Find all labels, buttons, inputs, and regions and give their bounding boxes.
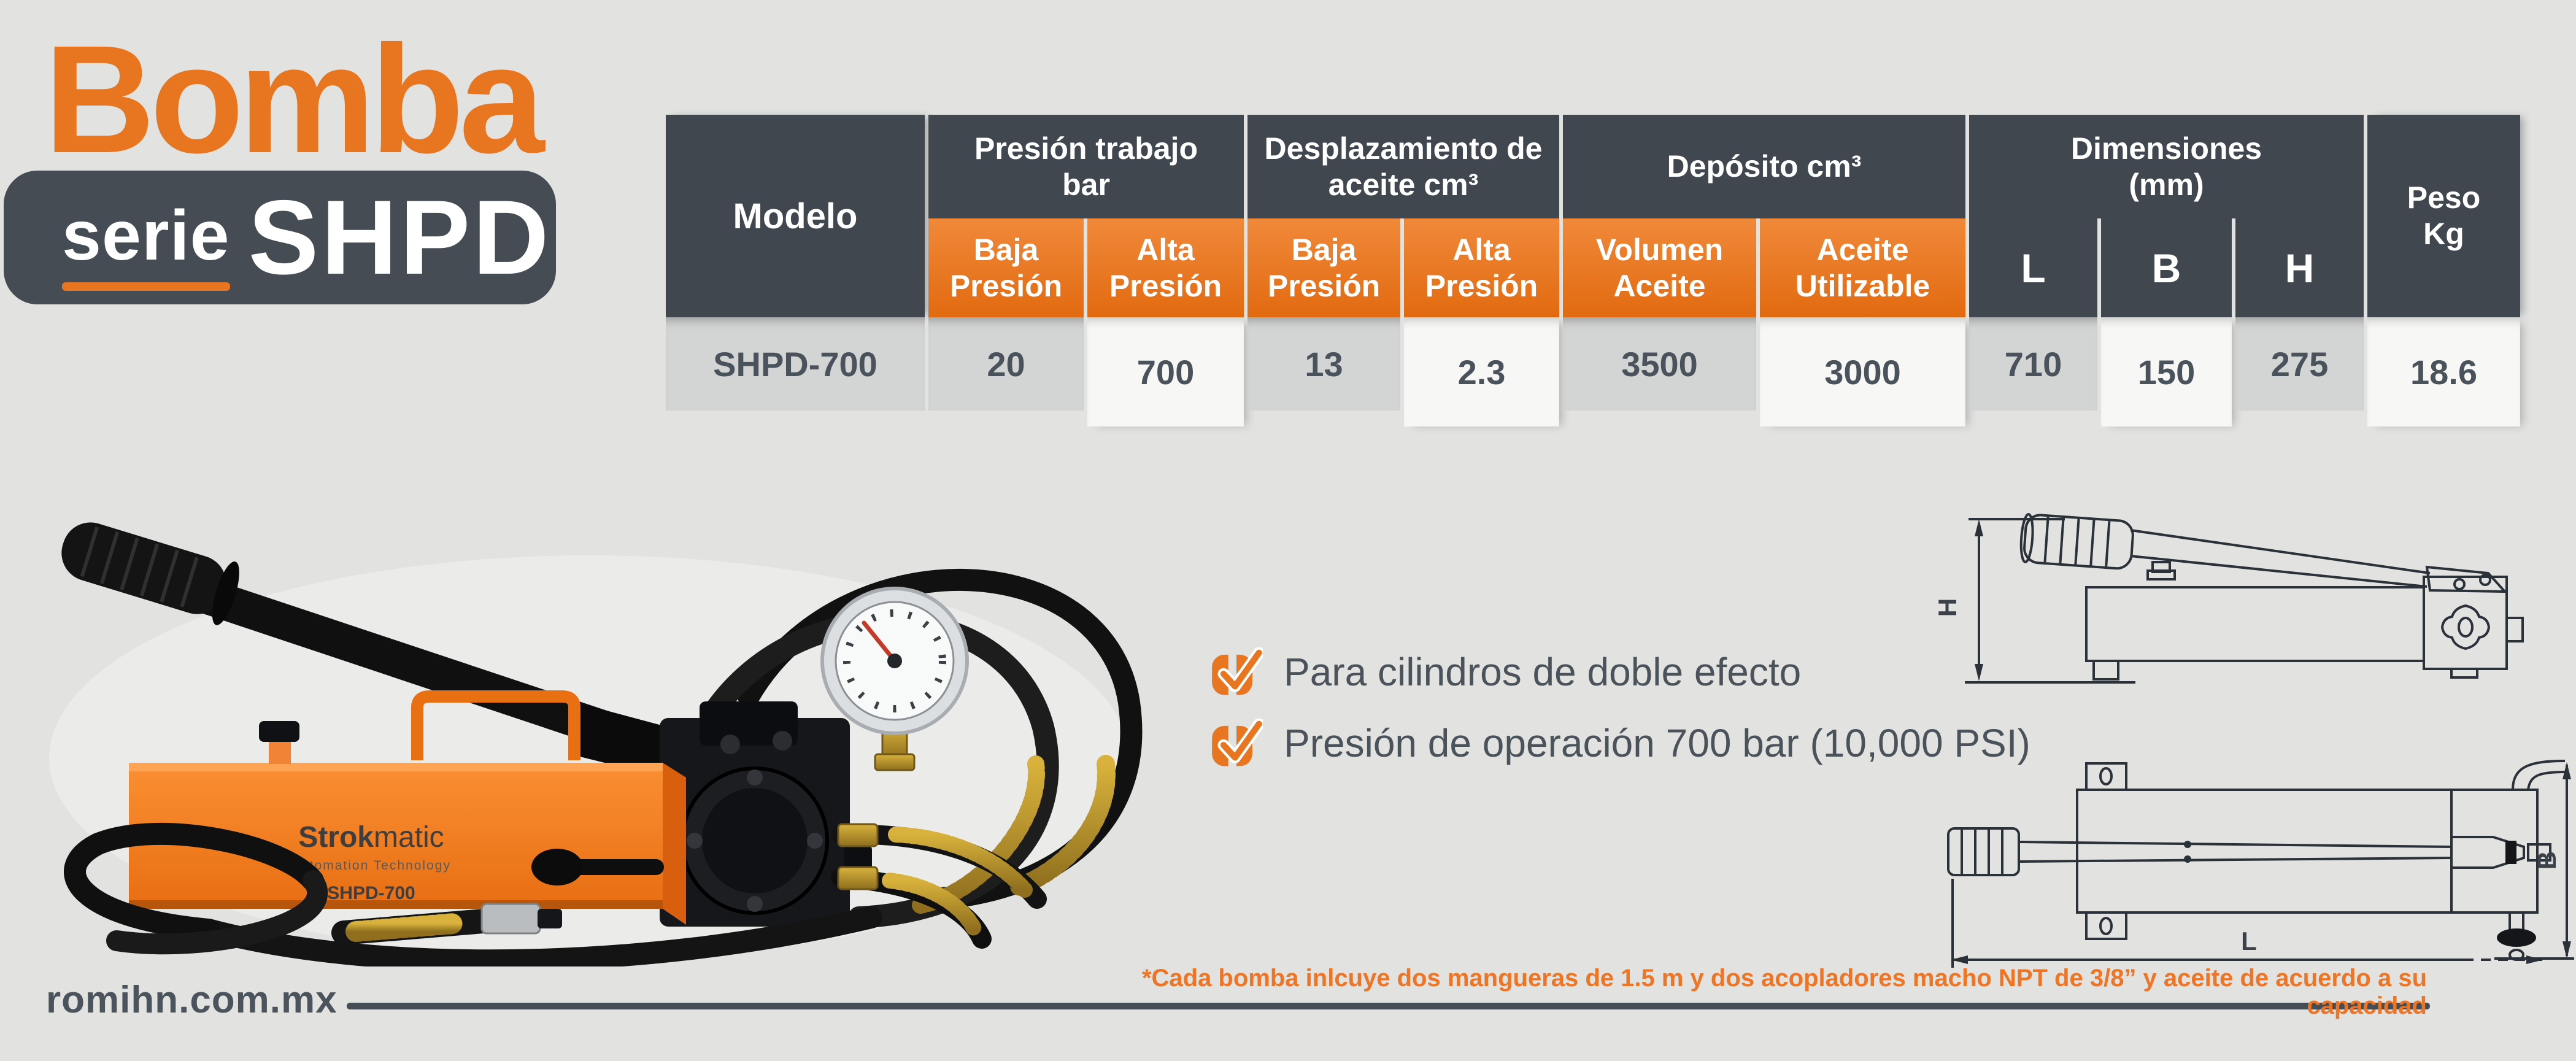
subheader-b: B	[2101, 218, 2232, 317]
h-dimension: H	[1933, 518, 2135, 684]
series-badge: serie SHPD	[4, 171, 556, 304]
cell-baja-presion-bar: 20	[928, 317, 1084, 411]
spec-table: Modelo Presión trabajo bar Desplazamient…	[666, 115, 2520, 426]
side-view-svg: H	[1933, 513, 2524, 684]
website-link[interactable]: romihn.com.mx	[46, 979, 337, 1021]
pump-head	[660, 701, 872, 927]
cell-dim-h: 275	[2235, 317, 2364, 411]
subheader-baja-presion-2: Baja Presión	[1248, 218, 1400, 317]
l-dimension-label: L	[2241, 927, 2257, 955]
pump-brand-label: Strokmatic	[298, 821, 444, 854]
cell-dim-b: 150	[2101, 317, 2232, 426]
subheader-alta-presion-2: Alta Presión	[1404, 218, 1559, 317]
top-view-body	[2076, 760, 2566, 961]
group-header-presion-trabajo: Presión trabajo bar	[928, 115, 1244, 218]
series-prefix: serie	[62, 196, 230, 275]
subheader-h: H	[2235, 218, 2364, 317]
top-view-svg: B L	[1947, 760, 2574, 968]
side-view-handle	[2019, 513, 2508, 593]
cell-model: SHPD-700	[666, 317, 925, 411]
series-prefix-wrap: serie	[62, 195, 230, 291]
check-icon	[1212, 647, 1263, 696]
drawing-top-view: B L	[1924, 756, 2576, 980]
series-underline	[62, 282, 230, 291]
pump-hoses-front	[831, 823, 1047, 949]
top-view-handle	[1947, 827, 2551, 876]
series-name: SHPD	[248, 179, 552, 296]
footnote: *Cada bomba inlcuye dos mangueras de 1.5…	[1141, 965, 2427, 1019]
feature-label: Presión de operación 700 bar (10,000 PSI…	[1284, 721, 2030, 765]
group-header-peso: Peso Kg	[2367, 115, 2520, 317]
carry-handle	[411, 690, 580, 760]
feature-list: Para cilindros de doble efecto Presión d…	[1210, 646, 2030, 788]
subheader-baja-presion-1: Baja Presión	[928, 218, 1084, 317]
cell-peso: 18.6	[2367, 317, 2520, 426]
cell-volumen-aceite: 3500	[1563, 317, 1756, 411]
side-view-body	[2085, 561, 2524, 681]
cell-aceite-utilizable: 3000	[1760, 317, 1965, 426]
feature-item-double-effect: Para cilindros de doble efecto	[1210, 646, 2030, 698]
l-dimension: L	[1951, 879, 2543, 968]
drawing-side-view: H	[1933, 498, 2571, 704]
pump-tagline-label: Automation Technology	[291, 858, 451, 873]
cell-desplazamiento-baja: 13	[1248, 317, 1400, 411]
group-header-deposito: Depósito cm³	[1563, 115, 1965, 218]
feature-label: Para cilindros de doble efecto	[1284, 650, 1802, 694]
column-header-modelo: Modelo	[666, 115, 925, 317]
filler-knob	[259, 721, 299, 742]
page-title: Bomba	[44, 14, 544, 185]
pump-hose-coil	[64, 822, 882, 972]
h-dimension-label: H	[1933, 598, 1962, 617]
cell-desplazamiento-alta: 2.3	[1404, 317, 1559, 426]
pump-photo-svg: Strokmatic Automation Technology SHPD-70…	[49, 522, 1143, 972]
group-header-dimensiones: Dimensiones (mm)	[1969, 115, 2364, 218]
subheader-l: L	[1969, 218, 2097, 317]
cell-dim-l: 710	[1969, 317, 2097, 411]
subheader-alta-presion-1: Alta Presión	[1087, 218, 1244, 317]
subheader-volumen-aceite: Volumen Aceite	[1563, 218, 1756, 317]
pump-model-label: SHPD-700	[327, 883, 415, 903]
pump-photo: Strokmatic Automation Technology SHPD-70…	[25, 500, 1178, 972]
check-icon	[1212, 719, 1263, 768]
footer-divider	[347, 1003, 2430, 1009]
b-dimension-label: B	[2532, 851, 2561, 870]
cell-alta-presion-bar: 700	[1087, 317, 1244, 426]
subheader-aceite-utilizable: Aceite Utilizable	[1760, 218, 1965, 317]
pump-gauge	[820, 587, 969, 771]
feature-item-operating-pressure: Presión de operación 700 bar (10,000 PSI…	[1210, 717, 2030, 770]
group-header-desplazamiento: Desplazamiento de aceite cm³	[1248, 115, 1559, 218]
